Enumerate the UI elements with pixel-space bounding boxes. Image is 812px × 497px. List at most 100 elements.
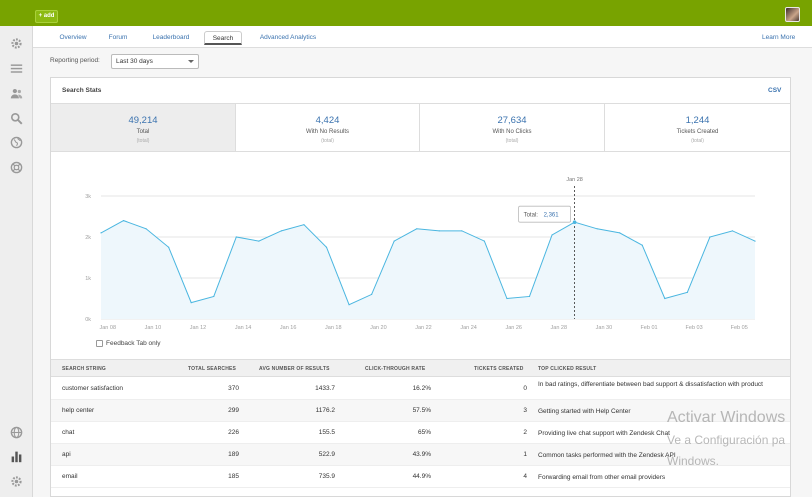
panel-title: Search Stats bbox=[62, 87, 102, 94]
table-cell: 1176.2 bbox=[315, 407, 335, 414]
add-button[interactable]: + add bbox=[35, 10, 58, 23]
search-icon[interactable] bbox=[10, 112, 23, 125]
column-header[interactable]: TICKETS CREATED bbox=[474, 366, 524, 372]
x-tick-label: Jan 16 bbox=[280, 325, 297, 331]
x-tick-label: Jan 22 bbox=[415, 325, 432, 331]
tab-overview[interactable]: Overview bbox=[59, 34, 87, 41]
data-point bbox=[393, 240, 395, 242]
gear-icon[interactable] bbox=[10, 475, 23, 488]
learn-more-link[interactable]: Learn More bbox=[762, 34, 796, 41]
column-header[interactable]: CLICK-THROUGH RATE bbox=[365, 366, 426, 372]
data-point bbox=[235, 236, 237, 238]
column-header[interactable]: TOP CLICKED RESULT bbox=[538, 366, 597, 372]
column-header[interactable]: TOTAL SEARCHES bbox=[188, 366, 237, 372]
table-row[interactable]: chat 226 155.5 65% 2 Providing live chat supp… bbox=[51, 422, 790, 444]
stat-sub: (total) bbox=[136, 138, 150, 144]
tab-advanced-analytics[interactable]: Advanced Analytics bbox=[259, 34, 317, 41]
data-point bbox=[528, 295, 531, 298]
table-cell: 522.9 bbox=[318, 451, 335, 458]
table-cell: 43.9% bbox=[412, 451, 431, 458]
help-icon[interactable] bbox=[10, 161, 23, 174]
y-tick-label: 3k bbox=[85, 194, 91, 200]
top-bar: + add bbox=[0, 0, 812, 26]
stat-sub: (total) bbox=[505, 138, 519, 144]
table-cell[interactable]: In bad ratings, differentiate between ba… bbox=[538, 381, 763, 388]
csv-export-link[interactable]: CSV bbox=[768, 87, 782, 94]
data-point bbox=[348, 304, 350, 306]
x-tick-label: Jan 30 bbox=[596, 325, 613, 331]
highlight-date: Jan 28 bbox=[566, 177, 583, 183]
data-point bbox=[122, 220, 125, 222]
table-cell[interactable]: Providing live chat support with Zendesk… bbox=[538, 430, 670, 437]
x-tick-label: Jan 08 bbox=[100, 325, 117, 331]
table-cell: 2 bbox=[523, 429, 527, 436]
data-point bbox=[686, 291, 688, 293]
column-header[interactable]: SEARCH STRING bbox=[62, 366, 106, 372]
globe-icon[interactable] bbox=[10, 426, 23, 439]
data-point bbox=[438, 230, 440, 232]
tab-forum[interactable]: Forum bbox=[108, 34, 128, 41]
reporting-period-select[interactable]: Last 30 days bbox=[111, 54, 199, 69]
x-tick-label: Jan 10 bbox=[145, 325, 162, 331]
stats-summary: 49,214 Total (total) 4,424 With No Resul… bbox=[51, 103, 790, 152]
data-point bbox=[641, 244, 643, 246]
bar-chart-icon[interactable] bbox=[10, 450, 23, 463]
table-row[interactable]: api 189 522.9 43.9% 1 Common tasks performed … bbox=[51, 444, 790, 466]
x-tick-label: Jan 28 bbox=[551, 325, 568, 331]
main-content: Overview Forum Leaderboard Search Advanc… bbox=[33, 26, 812, 497]
stat-label: Tickets Created bbox=[676, 129, 719, 135]
y-tick-label: 1k bbox=[85, 276, 91, 282]
data-point bbox=[371, 293, 373, 295]
list-icon[interactable] bbox=[10, 62, 23, 75]
column-header[interactable]: AVG NUMBER OF RESULTS bbox=[259, 366, 330, 372]
table-cell[interactable]: customer satisfaction bbox=[62, 385, 124, 392]
x-tick-label: Feb 03 bbox=[686, 325, 703, 331]
stat-sub: (total) bbox=[691, 138, 704, 144]
table-cell: 299 bbox=[228, 407, 239, 414]
x-tick-label: Jan 18 bbox=[325, 325, 342, 331]
globe-icon[interactable] bbox=[10, 136, 23, 149]
avatar[interactable] bbox=[785, 7, 800, 22]
data-point bbox=[619, 232, 621, 234]
table-cell[interactable]: Common tasks performed with the Zendesk … bbox=[538, 452, 676, 459]
table-cell[interactable]: help center bbox=[62, 407, 95, 414]
tab-leaderboard[interactable]: Leaderboard bbox=[152, 34, 190, 41]
y-tick-label: 0k bbox=[85, 317, 91, 323]
table-row[interactable]: customer satisfaction 370 1433.7 16.2% 0 In b… bbox=[51, 378, 790, 400]
x-tick-label: Jan 14 bbox=[235, 325, 252, 331]
data-point bbox=[168, 246, 170, 248]
table-cell: 57.5% bbox=[412, 407, 431, 414]
table-row[interactable]: email 185 735.9 44.9% 4 Forwarding email from… bbox=[51, 466, 790, 488]
stat-no-results[interactable]: 4,424 With No Results (total) bbox=[236, 104, 420, 151]
stat-value: 49,214 bbox=[128, 115, 158, 126]
users-icon[interactable] bbox=[10, 87, 23, 100]
table-cell[interactable]: Forwarding email from other email provid… bbox=[538, 474, 666, 481]
table-cell[interactable]: email bbox=[62, 473, 78, 480]
table-cell: 735.9 bbox=[318, 473, 335, 480]
tooltip-label: Total: bbox=[524, 213, 539, 219]
table-cell[interactable]: api bbox=[62, 451, 71, 458]
table-cell[interactable]: Getting started with Help Center bbox=[538, 408, 631, 415]
reporting-period-value: Last 30 days bbox=[116, 58, 153, 65]
stat-total[interactable]: 49,214 Total (total) bbox=[51, 104, 236, 151]
tab-search[interactable]: Search bbox=[204, 31, 242, 45]
table-cell: 155.5 bbox=[318, 429, 335, 436]
data-point bbox=[596, 228, 598, 230]
stat-tickets-created[interactable]: 1,244 Tickets Created (total) bbox=[605, 104, 790, 151]
feedback-checkbox[interactable] bbox=[96, 340, 103, 347]
stat-label: Total bbox=[136, 129, 150, 135]
stat-value: 1,244 bbox=[685, 115, 710, 126]
table-cell[interactable]: chat bbox=[62, 429, 75, 436]
data-point bbox=[506, 297, 508, 300]
stat-no-clicks[interactable]: 27,634 With No Clicks (total) bbox=[420, 104, 605, 151]
gear-icon[interactable] bbox=[10, 37, 23, 50]
data-point bbox=[258, 240, 260, 242]
feedback-label: Feedback Tab only bbox=[106, 340, 161, 347]
activation-watermark: Activar Windows bbox=[667, 409, 786, 426]
table-cell: 4 bbox=[523, 473, 527, 480]
x-tick-label: Feb 01 bbox=[640, 325, 657, 331]
y-tick-label: 2k bbox=[85, 235, 91, 241]
table-row[interactable]: help center 299 1176.2 57.5% 3 Getting starte… bbox=[51, 400, 790, 422]
table-cell: 16.2% bbox=[412, 385, 431, 392]
table-header: SEARCH STRING TOTAL SEARCHES AVG NUMBER … bbox=[51, 359, 790, 377]
